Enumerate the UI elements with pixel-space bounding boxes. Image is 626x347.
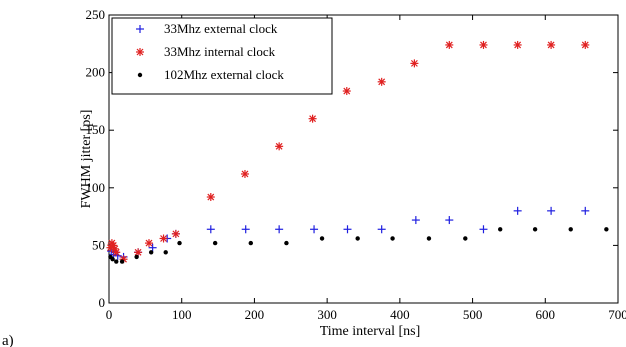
data-point [177,240,182,246]
y-tick-label: 200 [86,65,106,80]
data-point [604,227,609,232]
data-point [310,225,319,234]
data-point [319,236,325,241]
legend-label: 102Mhz external clock [164,67,284,82]
y-tick-label: 150 [86,122,106,137]
y-tick-label: 0 [99,295,106,310]
data-marks [106,40,609,264]
data-point [390,236,395,241]
x-tick-label: 0 [106,307,113,322]
data-point [163,250,168,255]
series-33mhz-internal-clock [106,40,590,264]
panel-label: a) [2,333,14,347]
data-point [463,236,468,241]
data-point [343,225,352,234]
legend-marker [136,48,144,56]
data-point [114,259,119,264]
data-point [355,236,360,241]
data-point [581,206,590,215]
data-point [479,40,488,49]
legend-box [111,17,333,95]
data-point [275,225,284,234]
data-point [241,225,250,234]
y-tick-label: 250 [86,7,106,22]
legend-marker [136,25,144,33]
legend-entry: 33Mhz internal clock [136,44,276,59]
x-tick-label: 500 [463,307,483,322]
legend-marker [137,72,143,78]
data-point [134,248,143,257]
x-tick-label: 600 [536,307,556,322]
data-point [547,40,556,49]
legend-label: 33Mhz external clock [164,21,278,36]
y-axis-label: FWHM jitter [ps] [79,110,94,209]
data-point [532,227,538,232]
legend: 33Mhz external clock 33Mhz internal clock… [111,17,333,95]
data-point [479,225,488,234]
series-102mhz-external-clock [108,227,609,264]
data-point [445,40,454,49]
legend-entry: 102Mhz external clock [137,67,284,82]
data-point [171,229,180,238]
x-tick-label: 300 [317,307,337,322]
data-point [240,169,249,178]
axes [108,14,619,304]
data-point [159,234,168,243]
data-point [445,216,454,225]
ticks: 0 100 200 300 400 500 600 700 0 50 100 150 200 250 [86,7,626,322]
data-point [410,59,419,68]
data-point [134,254,139,260]
data-point [377,77,386,86]
x-axis-label: Time interval [ns] [320,324,421,339]
y-tick-label: 100 [86,180,106,195]
legend-entry: 33Mhz external clock [136,21,278,36]
data-point [110,257,115,262]
data-point [144,239,153,248]
data-point [275,142,284,151]
legend-label: 33Mhz internal clock [164,44,276,59]
data-point [206,225,215,234]
x-tick-label: 400 [390,307,410,322]
data-point [148,243,157,252]
data-point [411,216,420,225]
x-tick-label: 100 [172,307,192,322]
data-point [212,240,218,246]
x-tick-label: 200 [245,307,265,322]
data-point [568,227,573,232]
data-point [498,227,503,232]
data-point [426,236,432,241]
data-point [547,206,556,215]
data-point [206,193,215,202]
data-point [581,40,590,49]
data-point [513,40,522,49]
data-point [308,114,317,123]
data-point [513,206,522,215]
data-point [248,240,253,246]
data-point [119,259,125,264]
data-point [284,240,289,246]
y-tick-label: 50 [92,237,105,252]
data-point [377,225,386,234]
data-point [342,87,351,96]
data-point [148,250,154,255]
data-point [112,248,121,257]
x-tick-label: 700 [608,307,626,322]
plot-frame [108,14,619,304]
